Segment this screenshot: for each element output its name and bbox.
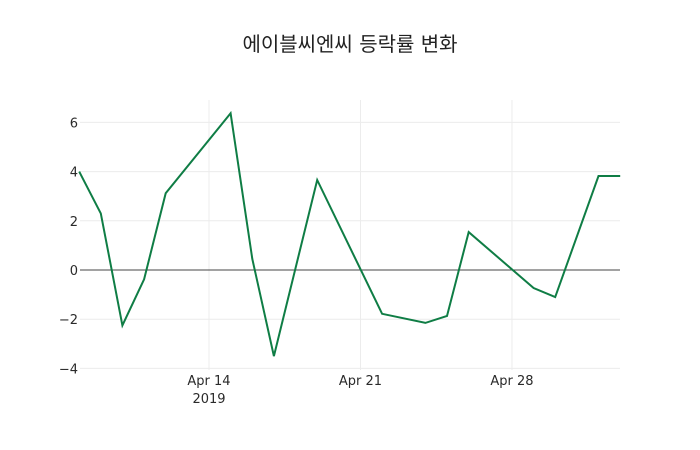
series-line [78, 110, 621, 357]
x-tick-year-label: 2019 [192, 392, 225, 407]
y-tick-label: 6 [70, 116, 78, 131]
x-tick-label: Apr 14 [187, 374, 230, 389]
y-tick-label: 0 [70, 264, 78, 279]
y-tick-label: −4 [59, 362, 78, 377]
grid-lines [80, 100, 620, 370]
y-tick-label: −2 [59, 313, 78, 328]
y-tick-label: 2 [70, 215, 78, 230]
x-tick-label: Apr 28 [490, 374, 533, 389]
chart-title: 에이블씨엔씨 등락률 변화 [242, 32, 458, 56]
x-tick-label: Apr 21 [339, 374, 382, 389]
y-tick-label: 4 [70, 166, 78, 181]
x-axis-ticks: Apr 14 2019 Apr 21 Apr 28 [187, 374, 533, 407]
y-axis-ticks: 6 4 2 0 −2 −4 [59, 116, 78, 377]
